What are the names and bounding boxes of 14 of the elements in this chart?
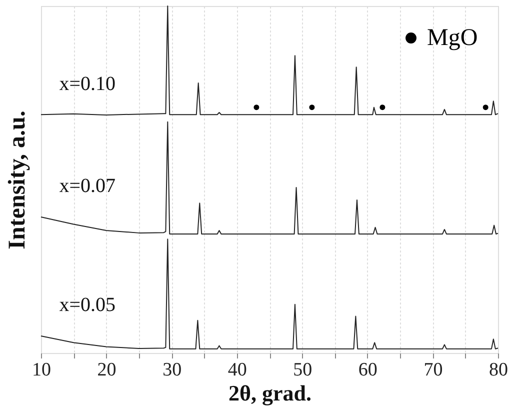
series-label: x=0.07 bbox=[59, 175, 116, 198]
x-tick-label: 70 bbox=[424, 360, 443, 380]
x-tick-label: 20 bbox=[97, 360, 116, 380]
x-axis-title: 2θ, grad. bbox=[228, 380, 312, 406]
x-tick-label: 10 bbox=[32, 360, 51, 380]
x-tick-label: 30 bbox=[162, 360, 182, 380]
x-tick-label: 40 bbox=[228, 360, 247, 380]
x-tick-label: 50 bbox=[293, 360, 312, 380]
x-tick-label: 60 bbox=[358, 360, 378, 380]
series-label: x=0.10 bbox=[59, 72, 116, 95]
series-label: x=0.05 bbox=[59, 294, 116, 316]
legend-label: MgO bbox=[427, 25, 478, 51]
x-tick-label: 80 bbox=[489, 360, 508, 380]
y-axis-title: Intensity, a.u. bbox=[4, 110, 30, 250]
